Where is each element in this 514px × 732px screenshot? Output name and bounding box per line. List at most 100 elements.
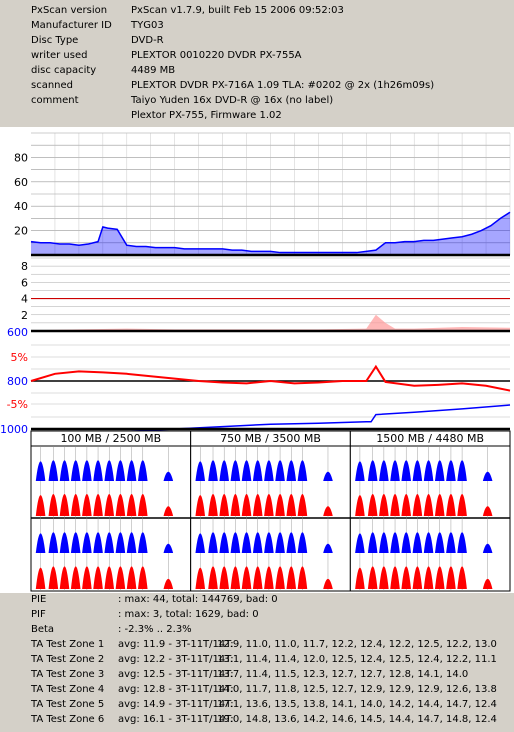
ta-peak xyxy=(195,495,206,516)
header-value: PLEXTOR 0010220 DVDR PX-755A xyxy=(131,50,302,61)
ta-peak xyxy=(104,566,115,589)
ta-peak xyxy=(434,493,445,516)
ta-peak xyxy=(252,532,263,553)
ta-peak xyxy=(297,460,308,481)
header-value: Taiyo Yuden 16x DVD-R @ 16x (no label) xyxy=(131,95,334,106)
ta-peak xyxy=(230,493,241,516)
ta-peak xyxy=(390,460,400,481)
ta-peak xyxy=(355,495,365,516)
ta-peak xyxy=(48,566,59,589)
ta-peak xyxy=(104,532,115,553)
ta-peak xyxy=(323,543,333,553)
footer-stats-panel: PIE : max: 44, total: 144769, bad: 0 PIF… xyxy=(0,593,514,732)
ta-peak xyxy=(457,532,467,553)
ta-peak xyxy=(446,460,456,481)
ta-peak xyxy=(412,566,423,589)
jitter-y-tick: 1000 xyxy=(0,423,28,436)
jitter-series-line xyxy=(30,364,511,392)
header-label: comment xyxy=(31,95,79,106)
ta-peak xyxy=(423,493,434,516)
ta-peak xyxy=(115,566,126,589)
ta-peak xyxy=(275,566,285,589)
pie-area xyxy=(31,212,510,255)
ta-zone-avg: avg: 12.5 - 3T-11T/14T: xyxy=(118,669,234,680)
ta-peak xyxy=(297,532,308,553)
ta-peak xyxy=(390,493,400,516)
ta-peak xyxy=(482,471,493,481)
ta-peak xyxy=(367,493,378,516)
ta-peak xyxy=(252,493,263,516)
graph-area: 80 60 40 20 8 6 4 2 600 5% 800 -5% 1000 100 MB / 2500… xyxy=(0,127,514,593)
ta-zone-values: 12.9, 11.0, 11.0, 11.7, 12.2, 12.4, 12.2… xyxy=(217,639,497,650)
ta-peak xyxy=(482,506,493,516)
ta-peak xyxy=(297,493,308,516)
pif-y-tick: 2 xyxy=(21,309,28,322)
ta-peak xyxy=(275,532,285,553)
pif-plot-bg xyxy=(31,258,510,331)
header-value: 4489 MB xyxy=(131,65,176,76)
ta-peak xyxy=(401,566,412,589)
ta-peak xyxy=(457,493,467,516)
ta-peak xyxy=(115,532,126,553)
ta-peak xyxy=(35,567,46,589)
ta-zone-values: 17.1, 13.6, 13.5, 13.8, 14.1, 14.0, 14.2… xyxy=(217,699,497,710)
pie-series-line xyxy=(30,211,511,254)
ta-peak xyxy=(115,460,126,481)
ta-peak xyxy=(286,493,297,516)
ta-peak xyxy=(115,493,126,516)
pif-y-tick: 4 xyxy=(21,293,28,306)
ta-peak xyxy=(230,532,241,553)
ta-peak xyxy=(297,566,308,589)
header-value: Plextor PX-755, Firmware 1.02 xyxy=(131,110,282,121)
ta-peak xyxy=(208,532,218,553)
ta-peak xyxy=(446,532,456,553)
ta-peak xyxy=(70,493,81,516)
ta-peak xyxy=(126,532,137,553)
ta-peak xyxy=(401,532,412,553)
ta-peak xyxy=(82,532,92,553)
ta-peak xyxy=(137,532,148,553)
ta-zone-label: TA Test Zone 5 xyxy=(31,699,105,710)
ta-peak xyxy=(412,460,423,481)
ta-peak xyxy=(379,532,389,553)
ta-zone-values: 13.7, 11.4, 11.5, 12.3, 12.7, 12.7, 12.8… xyxy=(217,669,469,680)
ta-peak xyxy=(195,533,206,553)
ta-zone-values: 19.0, 14.8, 13.6, 14.2, 14.6, 14.5, 14.4… xyxy=(217,714,497,725)
ta-zone-avg: avg: 16.1 - 3T-11T/14T: xyxy=(118,714,234,725)
header-label: Disc Type xyxy=(31,35,79,46)
ta-peak xyxy=(434,532,445,553)
ta-peak xyxy=(137,566,148,589)
ta-peak xyxy=(208,460,218,481)
ta-peak xyxy=(434,566,445,589)
ta-peak xyxy=(264,493,274,516)
ta-peak xyxy=(70,532,81,553)
ta-peak xyxy=(367,532,378,553)
ta-peak xyxy=(104,460,115,481)
beta-stat-value: : -2.3% .. 2.3% xyxy=(118,624,192,635)
ta-peak xyxy=(48,493,59,516)
ta-peak xyxy=(241,460,252,481)
ta-peak xyxy=(126,566,137,589)
header-value: DVD-R xyxy=(131,35,164,46)
ta-peak xyxy=(482,578,493,589)
ta-peak xyxy=(35,495,46,516)
ta-peak xyxy=(412,493,423,516)
ta-peak xyxy=(163,506,174,516)
ta-peak xyxy=(367,566,378,589)
ta-peak xyxy=(59,566,70,589)
pie-y-tick: 20 xyxy=(14,225,28,238)
ta-peak xyxy=(48,532,59,553)
ta-zone-label: TA Test Zone 6 xyxy=(31,714,105,725)
charts-canvas: 80 60 40 20 8 6 4 2 600 5% 800 -5% 1000 100 MB / 2500… xyxy=(0,132,511,592)
ta-peak xyxy=(423,460,434,481)
ta-peak xyxy=(355,567,365,589)
ta-peak xyxy=(137,493,148,516)
ta-peak xyxy=(264,532,274,553)
ta-peak xyxy=(82,566,92,589)
ta-peak xyxy=(93,532,103,553)
header-label: Manufacturer ID xyxy=(31,20,112,31)
ta-peak xyxy=(286,460,297,481)
jitter-y-tick: 800 xyxy=(7,375,28,388)
ta-zone-title: 750 MB / 3500 MB xyxy=(220,432,321,445)
pie-y-tick: 40 xyxy=(14,200,28,213)
